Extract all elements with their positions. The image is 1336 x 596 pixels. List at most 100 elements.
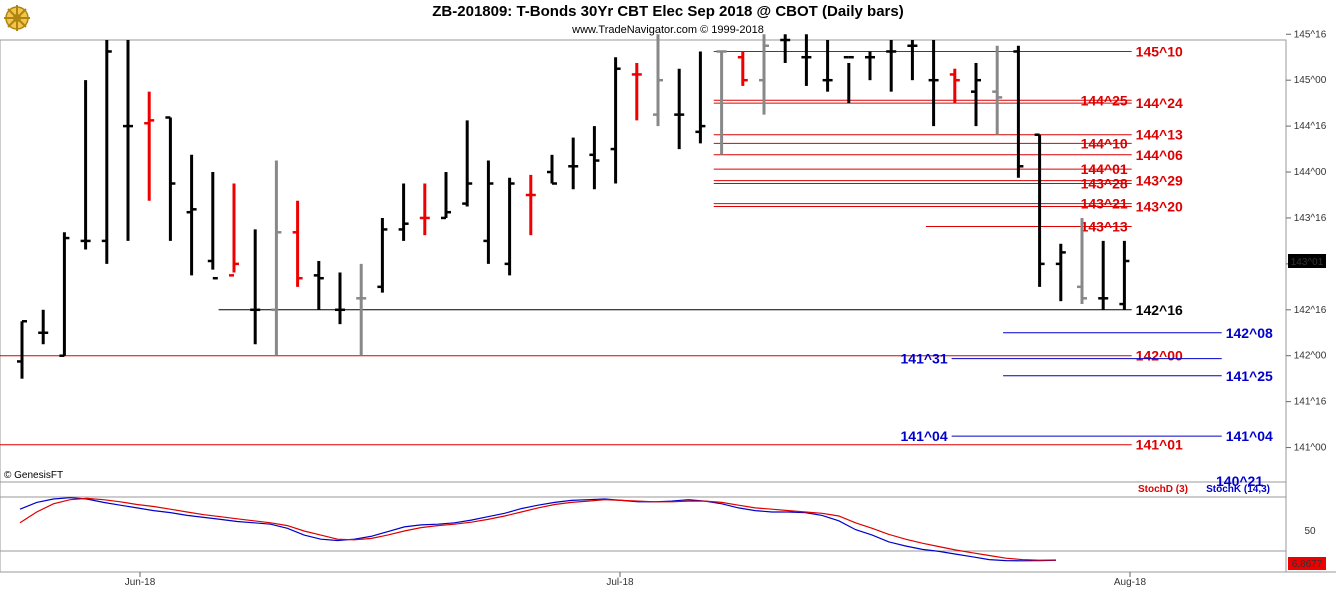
ohlc-bar xyxy=(780,34,791,63)
ohlc-bar xyxy=(398,183,409,241)
ohlc-bar xyxy=(674,68,685,150)
ohlc-bar xyxy=(928,40,939,127)
stoch-last-flag xyxy=(1288,557,1326,570)
bar-layer xyxy=(17,34,1130,379)
price-axis-tick-label: 142^16 xyxy=(1294,305,1327,316)
level-label-142-08: 142^08 xyxy=(1226,325,1273,341)
ohlc-bar xyxy=(335,272,345,325)
date-tick-label: Jul-18 xyxy=(606,577,634,588)
ohlc-bar xyxy=(123,40,133,241)
ohlc-bar xyxy=(568,137,579,190)
ohlc-bar xyxy=(865,51,875,81)
ohlc-bar xyxy=(1119,240,1130,310)
ohlc-bar xyxy=(186,154,197,276)
ohlc-bar xyxy=(737,51,748,86)
ohlc-bar xyxy=(525,174,536,236)
ohlc-bar xyxy=(653,34,663,127)
stoch-series-line xyxy=(19,497,1057,562)
level-label-144-01: 144^01 xyxy=(1081,161,1128,177)
ohlc-bar xyxy=(377,217,388,293)
level-label-144-24: 144^24 xyxy=(1136,95,1183,111)
level-label-144-13: 144^13 xyxy=(1136,127,1183,143)
stochastic-panel-frame xyxy=(0,481,1287,573)
ohlc-bar xyxy=(907,40,918,81)
price-axis-tick-label: 143^16 xyxy=(1294,213,1327,224)
ohlc-bar xyxy=(17,320,27,379)
last-price-label: 143^01 xyxy=(1291,257,1324,268)
ohlc-bar xyxy=(992,45,1003,135)
ohlc-bar xyxy=(441,172,451,220)
date-axis: Jun-18 Jul-18 Aug-18 xyxy=(125,572,1147,588)
price-axis-tick-label: 141^16 xyxy=(1294,397,1327,408)
ohlc-bar xyxy=(250,229,261,345)
level-label-145-10: 145^10 xyxy=(1136,43,1183,59)
ohlc-bar xyxy=(547,154,557,185)
ohlc-bar xyxy=(356,263,367,356)
chart-title: ZB-201809: T-Bonds 30Yr CBT Elec Sep 201… xyxy=(432,3,903,20)
ohlc-bar xyxy=(759,34,769,115)
ohlc-bar xyxy=(165,116,176,241)
ohlc-bar xyxy=(271,160,282,356)
ohlc-bar xyxy=(419,183,430,236)
cut-off-level-label: 140^21 xyxy=(1216,473,1263,489)
level-label-142-00: 142^00 xyxy=(1136,348,1183,364)
ohlc-bar xyxy=(101,40,112,264)
stoch-legend-d: StochD (3) xyxy=(1138,484,1188,495)
level-label-143-29: 143^29 xyxy=(1136,173,1183,189)
price-axis-tick-label: 145^16 xyxy=(1294,29,1327,40)
ohlc-bar xyxy=(971,62,981,127)
stochastic-layer: 50 StochD (3) StochK (14,3) 6.8677 xyxy=(0,484,1326,570)
level-label-141-25: 141^25 xyxy=(1226,368,1273,384)
ohlc-bar xyxy=(1034,133,1045,287)
ohlc-bar xyxy=(886,40,897,92)
stoch-axis-tick-label: 50 xyxy=(1304,526,1316,537)
level-label-144-10: 144^10 xyxy=(1081,135,1128,151)
ohlc-bar xyxy=(949,68,960,104)
chart-subtitle: www.TradeNavigator.com © 1999-2018 xyxy=(571,24,764,36)
ohlc-bar xyxy=(207,172,218,280)
ohlc-bar xyxy=(695,51,706,144)
date-tick-label: Aug-18 xyxy=(1114,577,1147,588)
ohlc-bar xyxy=(1077,217,1087,305)
ohlc-bar xyxy=(80,80,91,250)
date-tick-label: Jun-18 xyxy=(125,577,156,588)
level-layer: 145^10 144^25 144^24 144^13 144^10 144^06 144^… xyxy=(0,43,1273,453)
level-label-144-25: 144^25 xyxy=(1081,92,1128,108)
price-axis-tick-label: 144^16 xyxy=(1294,121,1327,132)
ohlc-bar xyxy=(144,91,155,201)
level-label-141-01: 141^01 xyxy=(1136,437,1183,453)
ohlc-bar xyxy=(801,34,812,86)
level-label-141-04: 141^04 xyxy=(901,428,948,444)
level-label-144-06: 144^06 xyxy=(1136,147,1183,163)
ohlc-bar xyxy=(631,62,642,121)
ohlc-bar xyxy=(1055,243,1066,302)
ohlc-bar xyxy=(313,261,324,310)
ohlc-bar xyxy=(822,40,833,92)
level-label-143-13: 143^13 xyxy=(1081,219,1128,235)
ohlc-bar xyxy=(1098,240,1109,310)
ohlc-bar xyxy=(843,55,854,104)
level-label-143-21: 143^21 xyxy=(1081,196,1128,212)
stoch-last-label: 6.8677 xyxy=(1292,559,1323,570)
price-axis-tick-label: 141^00 xyxy=(1294,443,1327,454)
ohlc-bar xyxy=(716,50,727,155)
copyright-label: © GenesisFT xyxy=(4,470,63,481)
last-price-flag xyxy=(1288,254,1326,268)
ohlc-bar xyxy=(229,183,239,277)
stoch-series-line xyxy=(19,497,1057,561)
ohlc-bar xyxy=(504,177,515,276)
stoch-legend-k: StochK (14,3) xyxy=(1206,484,1270,495)
ohlc-bar xyxy=(292,200,303,287)
price-axis-tick-label: 144^00 xyxy=(1294,167,1327,178)
level-label-141-04: 141^04 xyxy=(1226,428,1273,444)
ohlc-bar xyxy=(462,120,473,207)
ohlc-bar xyxy=(610,57,621,184)
price-axis: 145^16145^00144^16144^00143^16143^00142^… xyxy=(1286,29,1327,454)
level-label-143-20: 143^20 xyxy=(1136,198,1183,214)
ohlc-bar xyxy=(589,126,600,190)
level-label-141-31: 141^31 xyxy=(901,351,948,367)
ohlc-bar xyxy=(1013,45,1024,178)
ship-wheel-logo-icon xyxy=(4,5,30,31)
